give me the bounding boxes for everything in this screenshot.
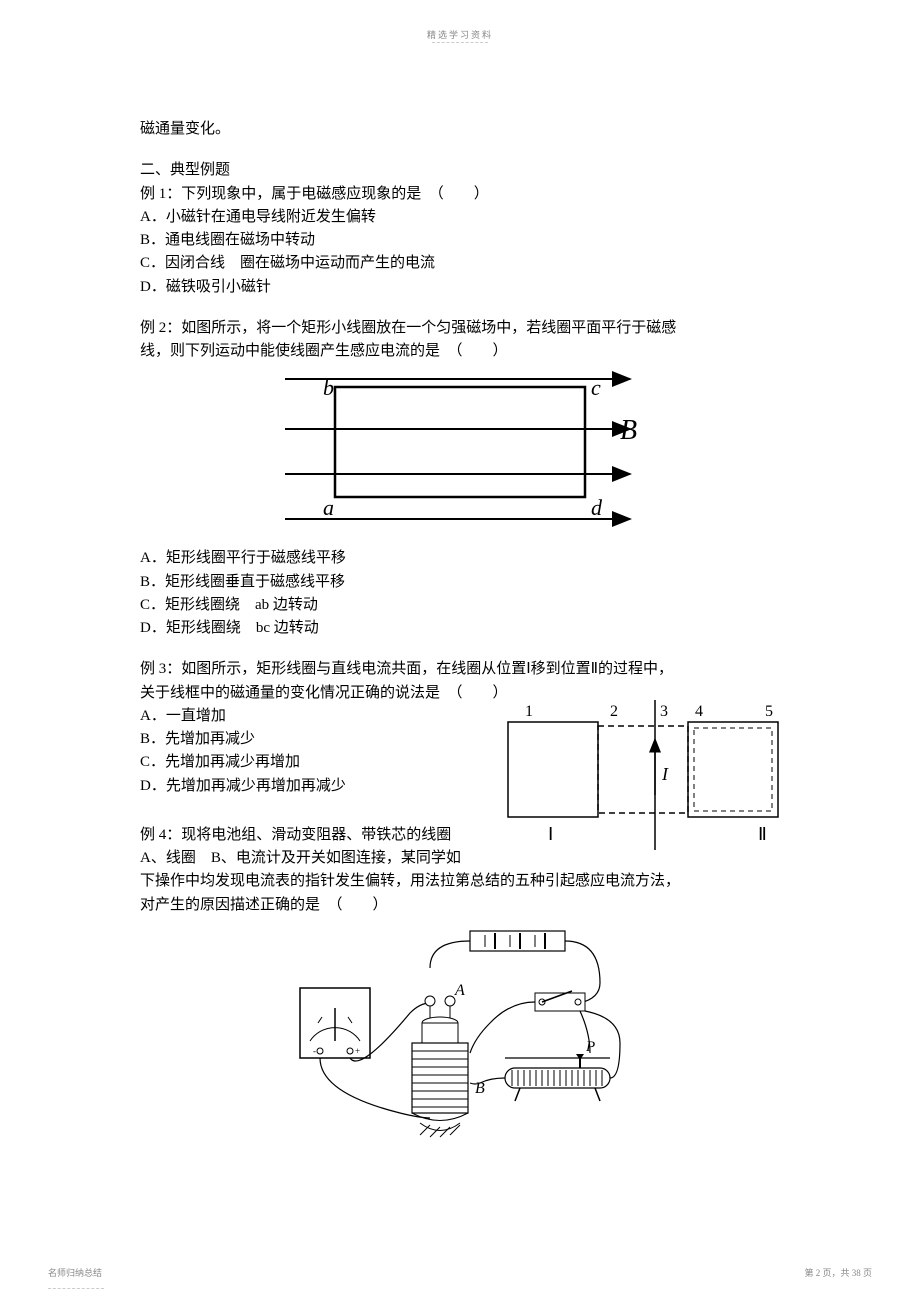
label-I: I bbox=[661, 764, 669, 784]
ex4-stem-4: 对产生的原因描述正确的是 （ ） bbox=[140, 894, 780, 917]
n3: 3 bbox=[660, 703, 668, 720]
roman1: Ⅰ bbox=[548, 824, 553, 844]
ex1-c: C．因闭合线 圈在磁场中运动而产生的电流 bbox=[140, 252, 780, 275]
footer-right: 第 2 页，共 38 页 bbox=[804, 1266, 872, 1279]
label-A: A bbox=[454, 982, 465, 999]
n5: 5 bbox=[765, 703, 773, 720]
ex2-stem-1: 例 2：如图所示，将一个矩形小线圈放在一个匀强磁场中，若线圈平面平行于磁感 bbox=[140, 317, 780, 340]
ex3-figure: 1 2 3 4 5 I Ⅰ Ⅱ bbox=[500, 700, 790, 860]
ex2-b: B．矩形线圈垂直于磁感线平移 bbox=[140, 571, 780, 594]
label-P: P bbox=[585, 1039, 595, 1055]
ex1-d: D．磁铁吸引小磁针 bbox=[140, 276, 780, 299]
ex1-b: B．通电线圈在磁场中转动 bbox=[140, 229, 780, 252]
n1: 1 bbox=[525, 703, 533, 720]
ex3-block: 例 3：如图所示，矩形线圈与直线电流共面，在线圈从位置Ⅰ移到位置Ⅱ的过程中， 关… bbox=[140, 658, 780, 870]
ex2-c: C．矩形线圈绕 ab 边转动 bbox=[140, 594, 780, 617]
page-content: 磁通量变化。 二、典型例题 例 1：下列现象中，属于电磁感应现象的是 （ ） A… bbox=[140, 118, 780, 1161]
footer-left: 名师归纳总结 bbox=[48, 1266, 102, 1279]
n4: 4 bbox=[695, 703, 703, 720]
label-a: a bbox=[323, 495, 334, 520]
label-b: b bbox=[323, 375, 334, 400]
ex4-stem-3: 下操作中均发现电流表的指针发生偏转，用法拉第总结的五种引起感应电流方法， bbox=[140, 870, 780, 893]
ex3-stem-1: 例 3：如图所示，矩形线圈与直线电流共面，在线圈从位置Ⅰ移到位置Ⅱ的过程中， bbox=[140, 658, 780, 681]
label-d: d bbox=[591, 495, 603, 520]
page-header: 精选学习资料 bbox=[427, 28, 493, 41]
ex1-stem: 例 1：下列现象中，属于电磁感应现象的是 （ ） bbox=[140, 183, 780, 206]
roman2: Ⅱ bbox=[758, 824, 767, 844]
label-c: c bbox=[591, 375, 601, 400]
svg-text:-: - bbox=[313, 1046, 316, 1056]
footer-left-underline bbox=[48, 1288, 104, 1289]
section-title: 二、典型例题 bbox=[140, 159, 780, 182]
svg-text:+: + bbox=[355, 1046, 360, 1056]
ex4-figure: - + bbox=[140, 923, 780, 1153]
ex1-a: A．小磁针在通电导线附近发生偏转 bbox=[140, 206, 780, 229]
ex2-a: A．矩形线圈平行于磁感线平移 bbox=[140, 547, 780, 570]
header-underline bbox=[432, 42, 488, 43]
n2: 2 bbox=[610, 703, 618, 720]
ex2-figure: b c a d B bbox=[140, 369, 780, 539]
label-B: B bbox=[620, 415, 637, 446]
ex2-stem-2: 线，则下列运动中能使线圈产生感应电流的是 （ ） bbox=[140, 340, 780, 363]
intro-line: 磁通量变化。 bbox=[140, 118, 780, 141]
ex2-d: D．矩形线圈绕 bc 边转动 bbox=[140, 617, 780, 640]
